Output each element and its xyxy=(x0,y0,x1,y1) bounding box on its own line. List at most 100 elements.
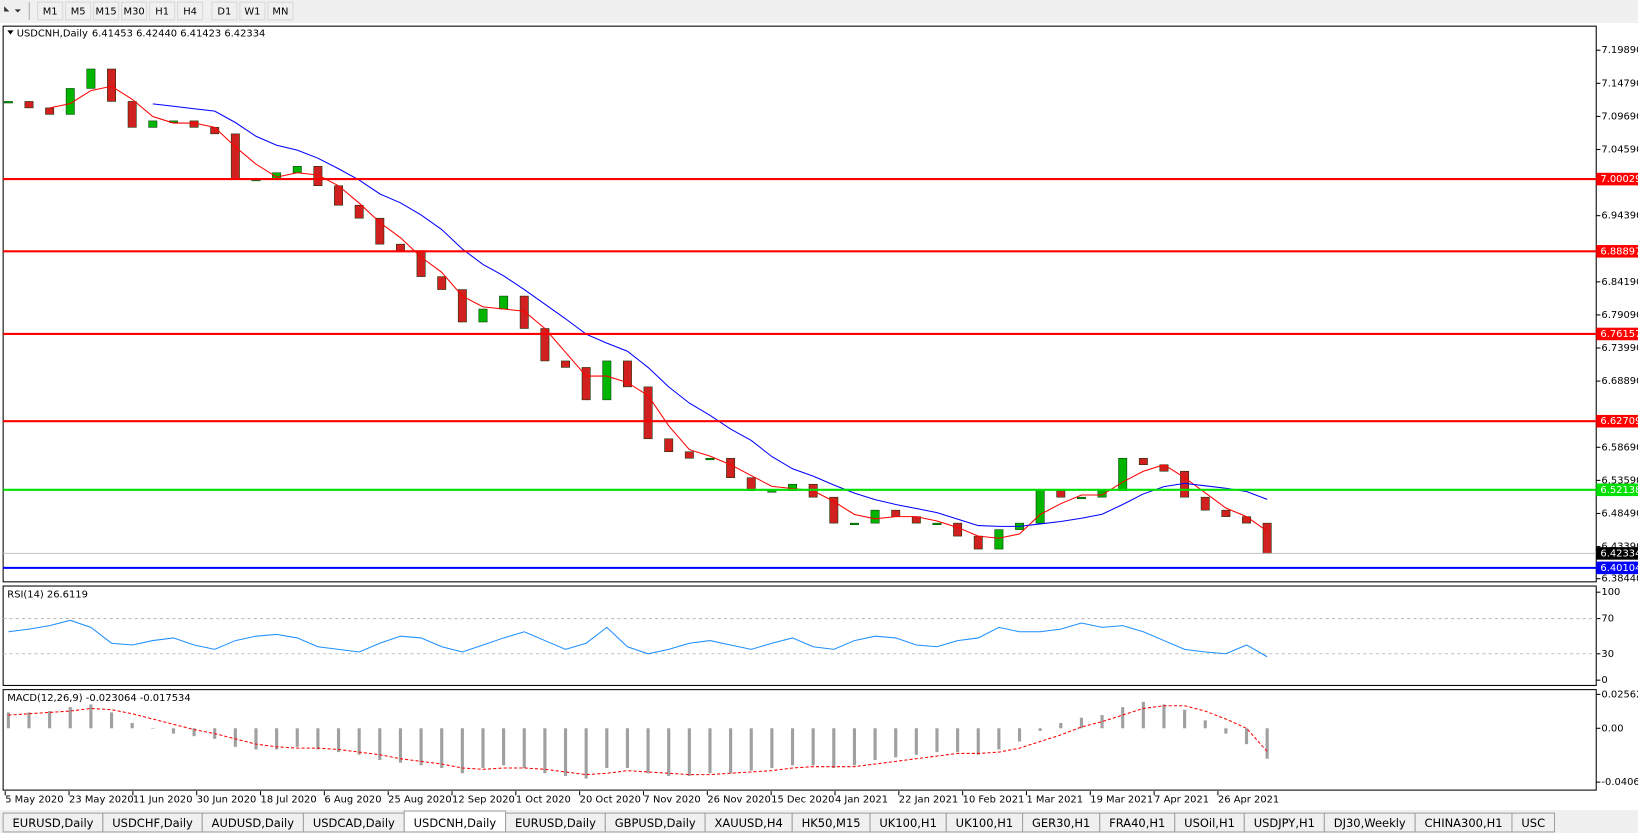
tab-label[interactable]: HK50,M15 xyxy=(802,816,861,830)
macd-bar xyxy=(790,728,795,766)
timeframe-button[interactable] xyxy=(93,1,120,21)
timeframe-button[interactable] xyxy=(211,1,238,21)
tab-label[interactable]: EURUSD,Daily xyxy=(13,816,94,830)
candle xyxy=(396,243,405,251)
timeframe-button[interactable] xyxy=(149,1,176,21)
macd-bar xyxy=(440,728,444,768)
macd-bar xyxy=(378,728,382,761)
date-label: 1 Oct 2020 xyxy=(516,795,571,806)
timeframe-label[interactable]: M30 xyxy=(124,7,145,18)
rsi-tick-label: 30 xyxy=(1601,649,1614,660)
timeframe-label[interactable]: H1 xyxy=(155,7,169,18)
macd-bar xyxy=(6,712,10,729)
macd-bar xyxy=(522,728,526,768)
macd-bar xyxy=(708,728,712,774)
macd-bar xyxy=(68,707,72,729)
panel-frame xyxy=(2,25,1597,583)
timeframe-label[interactable]: M5 xyxy=(71,7,86,18)
date-label: 26 Apr 2021 xyxy=(1218,795,1279,806)
tab-label[interactable]: USC xyxy=(1521,816,1545,830)
timeframe-label[interactable]: W1 xyxy=(244,7,260,18)
macd-bar xyxy=(1079,717,1083,729)
tab-label[interactable]: XAUUSD,H4 xyxy=(715,816,783,830)
level-box xyxy=(1596,172,1638,186)
tab-label[interactable]: USOil,H1 xyxy=(1184,816,1235,830)
candle xyxy=(953,522,963,537)
timeframe-button[interactable] xyxy=(37,1,64,21)
macd-tick-label: -0.040687 xyxy=(1601,777,1638,788)
tab-label[interactable]: USDCHF,Daily xyxy=(112,816,193,830)
tab-label[interactable]: GBPUSD,Daily xyxy=(615,816,696,830)
tab-label[interactable]: EURUSD,Daily xyxy=(515,816,596,830)
macd-bar xyxy=(811,728,815,766)
moving-average xyxy=(49,85,1268,539)
timeframe-label[interactable]: H4 xyxy=(183,7,197,18)
macd-bar xyxy=(935,728,939,753)
macd-bar xyxy=(1244,728,1249,745)
timeframe-button[interactable] xyxy=(267,1,294,21)
tab-label[interactable]: FRA40,H1 xyxy=(1109,816,1165,830)
tab-label[interactable]: UK100,H1 xyxy=(879,816,936,830)
macd-bar xyxy=(1162,704,1166,729)
timeframe-label[interactable]: M15 xyxy=(96,7,117,18)
price-label: 6.43390 xyxy=(1601,542,1638,553)
level-label: 6.62709 xyxy=(1600,416,1638,427)
tab-label[interactable]: USDCNH,Daily xyxy=(414,816,497,830)
macd-bar xyxy=(357,728,361,755)
date-label: 18 Jul 2020 xyxy=(261,795,317,806)
macd-bar xyxy=(976,728,980,755)
level-box xyxy=(1596,561,1638,575)
date-label: 11 Jun 2020 xyxy=(133,795,193,806)
macd-bar xyxy=(460,728,464,774)
macd-bar xyxy=(275,728,279,750)
macd-bar xyxy=(1141,701,1145,729)
ohlc-values: 6.41453 6.42440 6.41423 6.42334 xyxy=(92,28,265,39)
tab-label[interactable]: USDCAD,Daily xyxy=(313,816,395,830)
macd-bar xyxy=(151,728,155,729)
price-label: 7.14790 xyxy=(1601,78,1638,89)
timeframe-label[interactable]: D1 xyxy=(217,7,231,18)
price-label: 6.73990 xyxy=(1601,343,1638,354)
timeframe-button[interactable] xyxy=(121,1,148,21)
tab-label[interactable]: CHINA300,H1 xyxy=(1425,816,1503,830)
rsi-tick-label: 0 xyxy=(1601,675,1607,686)
candle xyxy=(24,101,34,109)
candle xyxy=(1118,457,1128,491)
tab-label[interactable]: UK100,H1 xyxy=(956,816,1013,830)
date-label: 25 Aug 2020 xyxy=(388,795,452,806)
rsi-line xyxy=(8,619,1268,658)
tab-label[interactable]: GER30,H1 xyxy=(1032,816,1090,830)
price-label: 6.58690 xyxy=(1601,442,1638,453)
macd-bar xyxy=(605,728,609,768)
menu-arrow[interactable] xyxy=(7,30,14,35)
macd-bar xyxy=(27,712,31,729)
candle xyxy=(622,360,632,388)
tab[interactable] xyxy=(1511,812,1556,833)
macd-bar xyxy=(109,712,114,729)
toolbar-icon[interactable] xyxy=(4,6,21,13)
tab-label[interactable]: AUDUSD,Daily xyxy=(212,816,295,830)
date-label: 20 Oct 2020 xyxy=(580,795,641,806)
candle xyxy=(437,276,447,290)
tab-label[interactable]: DJ30,Weekly xyxy=(1334,816,1406,830)
level-label: 6.76157 xyxy=(1600,329,1638,340)
timeframe-label[interactable]: M1 xyxy=(43,7,58,18)
timeframe-button[interactable] xyxy=(239,1,266,21)
price-label: 6.48490 xyxy=(1601,508,1638,519)
date-label: 26 Nov 2020 xyxy=(707,795,771,806)
price-label: 7.09690 xyxy=(1601,111,1638,122)
timeframe-button[interactable] xyxy=(65,1,92,21)
candle xyxy=(602,360,612,401)
macd-bar xyxy=(1203,720,1207,729)
price-label: 6.84190 xyxy=(1601,277,1638,288)
tab-label[interactable]: USDJPY,H1 xyxy=(1254,816,1315,830)
candle xyxy=(1056,490,1066,498)
macd-bar xyxy=(563,728,568,776)
timeframe-button[interactable] xyxy=(177,1,204,21)
macd-bar xyxy=(481,728,485,768)
candle xyxy=(870,509,880,524)
macd-bar xyxy=(1059,722,1063,729)
timeframe-label[interactable]: MN xyxy=(272,7,288,18)
current-price-label: 6.42334 xyxy=(1600,548,1638,559)
symbol-title: USDCNH,Daily xyxy=(17,28,88,39)
